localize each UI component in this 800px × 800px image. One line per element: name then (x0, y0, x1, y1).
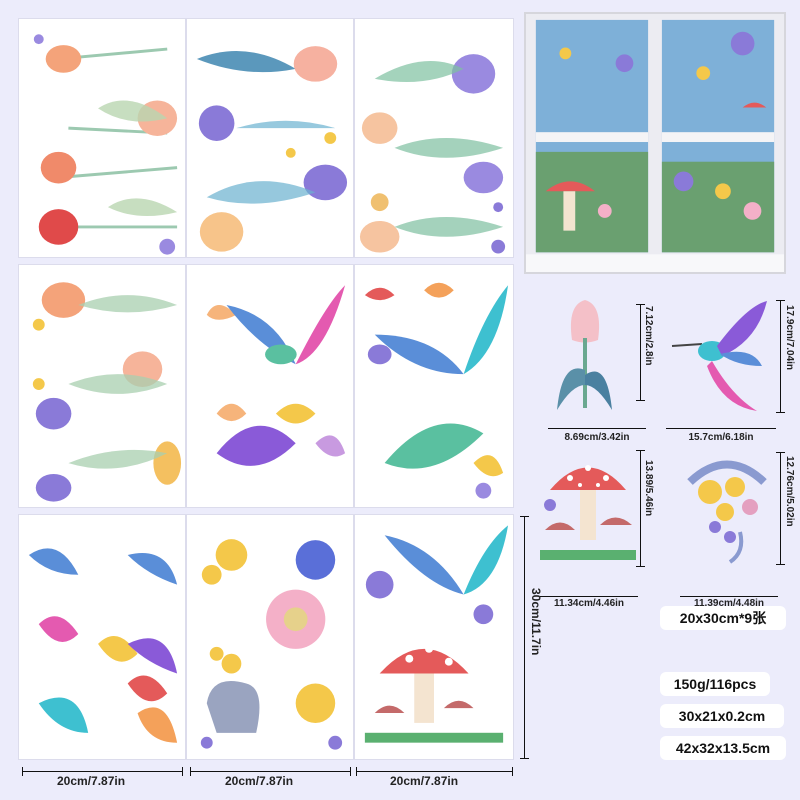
bouquet-height-line (780, 452, 781, 564)
spec-box-size: 42x32x13.5cm (660, 736, 786, 760)
mushroom-width-label: 11.34cm/4.46in (553, 598, 625, 609)
tulip-height-label: 7.12cm/2.8in (643, 306, 654, 366)
spec-sheet-count: 20x30cm*9张 (660, 606, 786, 630)
hummingbird-sticker (662, 296, 774, 416)
window-preview (524, 12, 786, 274)
sticker-sheet-tulips-2 (186, 18, 354, 258)
sticker-sheet-hummingbirds-2 (354, 264, 514, 508)
sticker-sheet-hummingbirds-3 (18, 514, 186, 760)
sticker-sheet-tulips-4 (18, 264, 186, 508)
width-dimension-label: 20cm/7.87in (390, 774, 459, 788)
spec-weight-count: 150g/116pcs (660, 672, 770, 696)
tulip-width-label: 8.69cm/3.42in (564, 432, 630, 443)
tulip-width-line (548, 428, 646, 429)
hummingbird-width-line (666, 428, 776, 429)
sticker-sheet-flowers (186, 514, 354, 760)
sticker-sheet-mushroom (354, 514, 514, 760)
mushroom-width-line (540, 596, 638, 597)
sticker-sheet-tulips-3 (354, 18, 514, 258)
bouquet-sticker (680, 452, 774, 568)
tulip-sticker (552, 290, 618, 426)
sticker-sheet-tulips-1 (18, 18, 186, 258)
hummingbird-height-label: 17.9cm/7.04in (784, 305, 795, 371)
bouquet-height-label: 12.76cm/5.02in (784, 456, 795, 527)
sticker-sheet-hummingbirds-1 (186, 264, 354, 508)
bouquet-width-line (680, 596, 778, 597)
width-dimension-label: 20cm/7.87in (225, 774, 294, 788)
hummingbird-height-line (780, 300, 781, 412)
hummingbird-width-label: 15.7cm/6.18in (688, 432, 754, 443)
tulip-height-line (640, 304, 641, 400)
spec-package-size: 30x21x0.2cm (660, 704, 784, 728)
width-dimension-label: 20cm/7.87in (57, 774, 126, 788)
mushroom-height-line (640, 450, 641, 566)
bouquet-width-label: 11.39cm/4.48in (693, 598, 765, 609)
mushroom-sticker (540, 450, 636, 568)
mushroom-height-label: 13.89/5.46in (643, 460, 654, 517)
